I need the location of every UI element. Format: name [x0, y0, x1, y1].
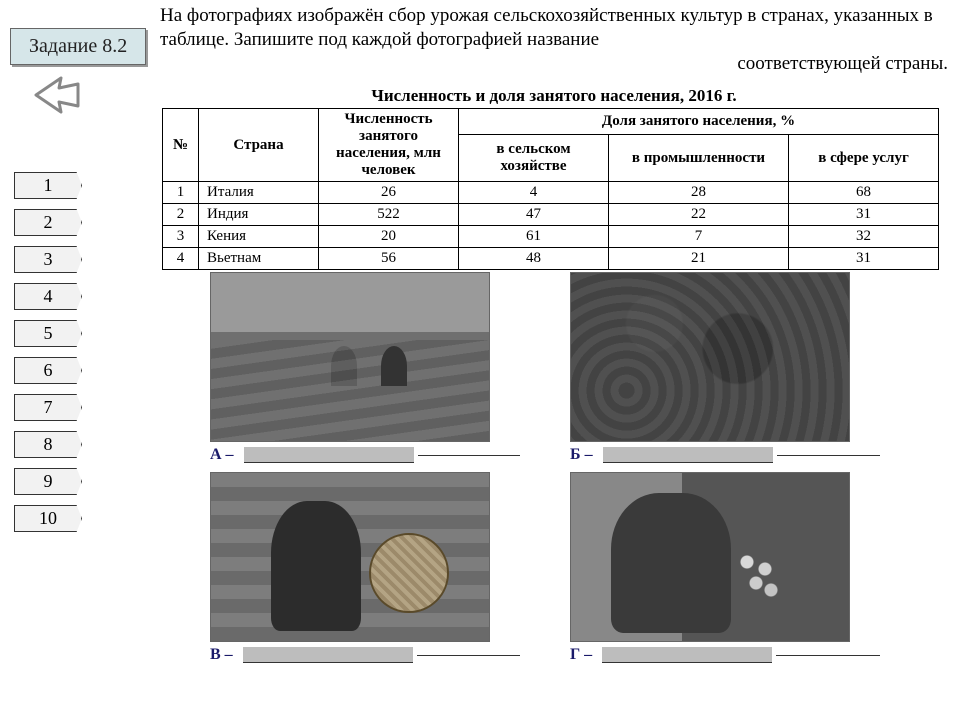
back-arrow-icon[interactable]: [26, 70, 86, 120]
task-prompt: На фотографиях изображён сбор урожая сел…: [160, 4, 948, 75]
nav-item-8[interactable]: 8: [14, 431, 82, 458]
col-share-group: Доля занятого населения, %: [459, 109, 939, 135]
nav-item-9[interactable]: 9: [14, 468, 82, 495]
table-row: 3 Кения 20 61 7 32: [163, 226, 939, 248]
col-pop: Численность занятого населения, млн чело…: [319, 109, 459, 182]
label-a: А –: [210, 446, 234, 464]
population-table: № Страна Численность занятого населения,…: [162, 108, 939, 270]
nav-item-2[interactable]: 2: [14, 209, 82, 236]
col-country: Страна: [199, 109, 319, 182]
task-badge: Задание 8.2: [10, 28, 146, 65]
answer-blank-a[interactable]: [244, 447, 414, 463]
answer-blank-b[interactable]: [603, 447, 773, 463]
photo-b-cell: Б –: [570, 272, 880, 464]
nav-item-7[interactable]: 7: [14, 394, 82, 421]
label-d: Г –: [570, 646, 592, 664]
answer-d: Г –: [570, 646, 880, 664]
photo-c: [210, 472, 490, 642]
table-row: 1 Италия 26 4 28 68: [163, 182, 939, 204]
table-header-row-1: № Страна Численность занятого населения,…: [163, 109, 939, 135]
photo-d-cell: Г –: [570, 472, 880, 664]
table-title: Численность и доля занятого населения, 2…: [160, 86, 948, 106]
nav-item-4[interactable]: 4: [14, 283, 82, 310]
col-num: №: [163, 109, 199, 182]
col-serv: в сфере услуг: [789, 135, 939, 182]
photo-a: [210, 272, 490, 442]
table-row: 2 Индия 522 47 22 31: [163, 204, 939, 226]
label-b: Б –: [570, 446, 593, 464]
col-agri: в сельском хозяйстве: [459, 135, 609, 182]
answer-blank-c[interactable]: [243, 647, 413, 663]
answer-c: В –: [210, 646, 520, 664]
prompt-line-1: На фотографиях изображён сбор урожая сел…: [160, 4, 948, 52]
label-c: В –: [210, 646, 233, 664]
photo-d: [570, 472, 850, 642]
photo-c-cell: В –: [210, 472, 520, 664]
nav-item-1[interactable]: 1: [14, 172, 82, 199]
col-ind: в промышленности: [609, 135, 789, 182]
prompt-line-2: соответствующей страны.: [160, 52, 948, 76]
nav-item-5[interactable]: 5: [14, 320, 82, 347]
nav-item-6[interactable]: 6: [14, 357, 82, 384]
photo-a-cell: А –: [210, 272, 520, 464]
answer-b: Б –: [570, 446, 880, 464]
photo-b: [570, 272, 850, 442]
task-nav: 1 2 3 4 5 6 7 8 9 10: [14, 172, 82, 532]
nav-item-3[interactable]: 3: [14, 246, 82, 273]
nav-item-10[interactable]: 10: [14, 505, 82, 532]
answer-a: А –: [210, 446, 520, 464]
photo-grid: А – Б – В – Г –: [210, 272, 880, 664]
answer-blank-d[interactable]: [602, 647, 772, 663]
table-row: 4 Вьетнам 56 48 21 31: [163, 248, 939, 270]
